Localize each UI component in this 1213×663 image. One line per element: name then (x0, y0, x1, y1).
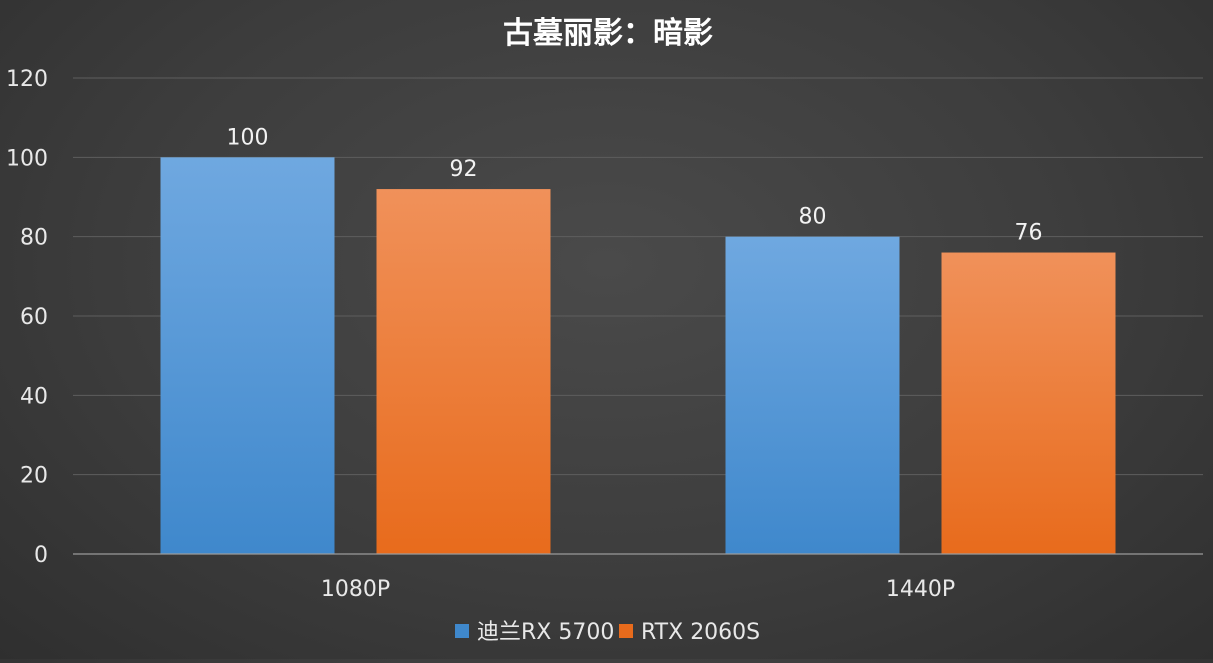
y-tick-label: 40 (20, 384, 48, 409)
legend-label[interactable]: RTX 2060S (641, 620, 760, 645)
y-tick-label: 120 (6, 67, 48, 92)
y-tick-label: 100 (6, 146, 48, 171)
bar[interactable] (941, 252, 1116, 555)
legend-swatch (455, 624, 469, 638)
legend-swatch (619, 624, 633, 638)
y-tick-label: 0 (34, 543, 48, 568)
bar[interactable] (376, 189, 551, 555)
legend[interactable]: 迪兰RX 5700 RTX 2060S (455, 620, 760, 645)
data-labels: 100 92 80 76 (227, 125, 1043, 245)
y-tick-label: 80 (20, 226, 48, 251)
bar[interactable] (160, 157, 335, 555)
x-tick-label: 1080P (321, 577, 390, 602)
data-label: 100 (227, 125, 269, 150)
bar[interactable] (725, 236, 900, 554)
x-axis: 1080P 1440P (73, 553, 1203, 602)
data-label: 92 (450, 157, 478, 182)
bars (160, 157, 1116, 555)
y-tick-label: 20 (20, 464, 48, 489)
chart-title: 古墓丽影：暗影 (503, 16, 713, 51)
y-axis: 0 20 40 60 80 100 120 (6, 67, 48, 568)
y-tick-label: 60 (20, 305, 48, 330)
x-tick-label: 1440P (886, 577, 955, 602)
legend-label[interactable]: 迪兰RX 5700 (477, 620, 614, 645)
data-label: 76 (1015, 221, 1043, 246)
data-label: 80 (799, 205, 827, 230)
